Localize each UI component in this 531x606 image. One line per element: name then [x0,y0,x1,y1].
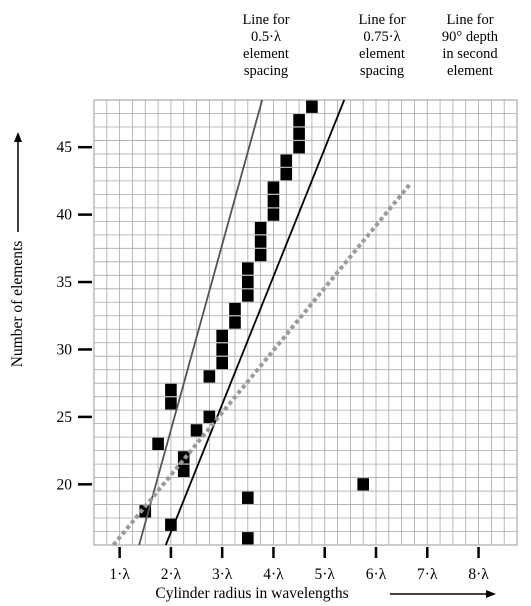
y-axis-label: Number of elements [9,241,26,368]
line-half-lambda [138,99,264,546]
annotation-half-lambda-line3: element [243,46,289,62]
y-axis-label-arrow-head [14,132,22,142]
y-tick-label: 20 [57,476,73,493]
axis-labels: Cylinder radius in wavelengths Number of… [9,132,496,602]
data-point [306,100,318,113]
data-point [203,370,216,383]
x-tick-label: 1·λ [109,566,130,583]
x-axis-label: Cylinder radius in wavelengths [155,585,348,602]
x-tick-label: 5·λ [315,566,336,583]
data-point [216,343,228,356]
y-tick-label: 30 [57,341,73,358]
x-tick-label: 6·λ [366,566,387,583]
data-point [152,437,164,451]
reference-lines [111,99,411,547]
x-tick-label: 8·λ [468,566,489,583]
y-tick-label: 25 [57,409,73,426]
annotation-90-depth-line3: in second [442,46,498,62]
data-point [242,275,254,289]
line-three-quarter-lambda [164,99,346,546]
data-point [165,397,177,410]
annotation-half-lambda-line1: Line for [242,12,290,28]
data-point [139,505,152,518]
data-point [242,491,254,504]
data-point [216,329,228,343]
annotation-half-lambda: Line for 0.5·λ element spacing [222,12,310,80]
x-axis-label-arrow-head [486,590,496,598]
data-point [267,194,280,208]
data-point [293,114,305,127]
annotation-three-quarter-lambda: Line for 0.75·λ element spacing [338,12,426,80]
data-point [267,181,280,194]
line-90-depth [111,183,411,547]
data-point [293,127,305,140]
data-point [357,478,369,491]
x-tick-label: 4·λ [263,566,284,583]
x-axis: 1·λ 2·λ 3·λ 4·λ 5·λ 6·λ 7·λ 8·λ [109,547,489,583]
annotation-half-lambda-line2: 0.5·λ [251,29,281,45]
data-point [242,262,254,275]
x-tick-label: 3·λ [212,566,233,583]
data-point [229,316,241,329]
annotation-three-quarter-lambda-line4: spacing [359,63,405,79]
y-tick-label: 35 [57,274,73,291]
annotation-three-quarter-lambda-line2: 0.75·λ [363,29,401,45]
annotation-three-quarter-lambda-line1: Line for [358,12,406,28]
data-point [293,141,305,154]
annotation-half-lambda-line4: spacing [243,63,289,79]
data-point [280,154,293,167]
y-tick-label: 40 [57,207,73,224]
data-point [190,424,203,437]
data-point [254,235,267,248]
y-tick-label: 45 [57,139,73,156]
data-point [254,248,267,262]
grid [93,99,518,546]
data-point [165,518,177,531]
x-tick-label: 2·λ [161,566,182,583]
annotation-90-depth-line4: element [447,63,493,79]
annotation-90-depth: Line for 90° depth in second element [424,12,516,80]
annotation-three-quarter-lambda-line3: element [359,46,405,62]
data-point [242,289,254,302]
data-point [254,221,267,235]
data-point [203,410,216,424]
data-point [165,383,177,397]
data-point [267,208,280,221]
annotation-90-depth-line2: 90° depth [441,29,499,45]
data-point [280,168,293,181]
annotation-90-depth-line1: Line for [446,12,494,28]
data-point [229,302,241,316]
data-point [177,464,190,477]
x-tick-label: 7·λ [417,566,438,583]
data-point [216,356,228,370]
data-point [242,532,254,545]
data-points [139,100,369,545]
y-axis: 20 25 30 35 40 45 [57,139,92,493]
plot-area [93,99,518,546]
